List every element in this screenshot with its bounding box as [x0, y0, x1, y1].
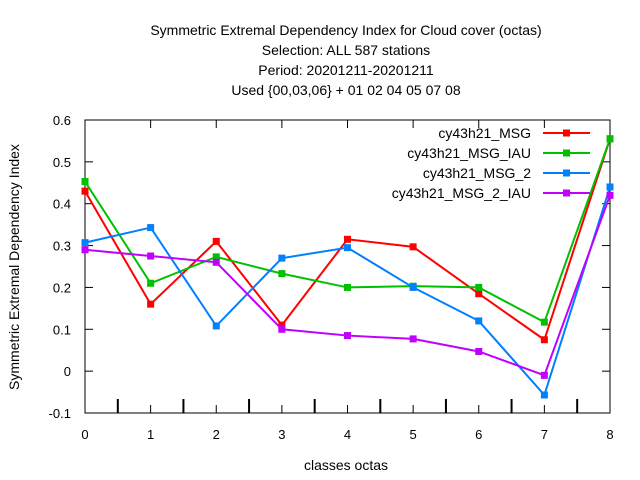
- series-line: [84, 138, 611, 324]
- data-point: [540, 318, 548, 326]
- plot-area-frame: [84, 119, 611, 414]
- y-tick-label: 0.1: [53, 322, 71, 337]
- data-point: [475, 347, 483, 355]
- x-tick-label: 0: [81, 427, 88, 442]
- data-point: [344, 244, 351, 252]
- legend: cy43h21_MSG cy43h21_MSG_IAU cy43h21_MSG_2c…: [392, 125, 590, 201]
- data-point: [212, 322, 220, 330]
- y-tick-label: 0.2: [53, 280, 71, 295]
- y-tick-label: 0: [64, 364, 71, 379]
- y-tick-label: 0.5: [53, 155, 71, 170]
- legend-label: cy43h21_MSG_IAU: [407, 145, 531, 161]
- data-point: [278, 321, 286, 329]
- x-tick-label: 8: [606, 427, 613, 442]
- y-tick-label: -0.1: [49, 406, 71, 421]
- data-point: [212, 258, 220, 266]
- x-tick-label: 2: [213, 427, 220, 442]
- x-tick-label: 5: [410, 427, 417, 442]
- legend-marker: [563, 189, 570, 197]
- data-point: [475, 290, 483, 298]
- y-tick-label: 0.6: [53, 113, 71, 128]
- data-point: [81, 187, 89, 195]
- data-point: [278, 254, 286, 262]
- legend-label: cy43h21_MSG_2: [423, 165, 531, 181]
- series-cy43h21_MSG_2_IAU: [81, 191, 614, 379]
- y-tick-label: 0.4: [53, 197, 71, 212]
- title-line: Used {00,03,06} + 01 02 04 05 07 08: [231, 82, 460, 98]
- x-tick-label: 6: [475, 427, 482, 442]
- legend-marker: [563, 129, 570, 137]
- y-axis-label: Symmetric Extremal Dependency Index: [6, 144, 22, 390]
- data-point: [212, 237, 220, 245]
- legend-marker: [563, 149, 570, 157]
- data-point: [540, 391, 548, 399]
- series-cy43h21_MSG_2: [81, 183, 614, 399]
- data-point: [606, 135, 614, 143]
- y-tick-label: 0.3: [53, 239, 71, 254]
- x-axis: 0 1 2 3 4 5 6 7 8: [81, 120, 614, 442]
- data-point: [147, 300, 155, 308]
- y-axis: -0.1 0 0.1 0.2 0.3 0.4 0.5 0.6: [49, 113, 610, 421]
- legend-label: cy43h21_MSG_2_IAU: [392, 185, 531, 201]
- data-point: [147, 252, 155, 260]
- x-tick-label: 1: [147, 427, 154, 442]
- data-point: [344, 332, 351, 340]
- data-point: [540, 336, 548, 344]
- title-line: Selection: ALL 587 stations: [262, 42, 430, 58]
- data-point: [147, 279, 155, 287]
- data-point: [212, 253, 220, 261]
- data-point: [606, 183, 614, 191]
- data-point: [344, 283, 351, 291]
- data-point: [475, 283, 483, 291]
- title-line: Period: 20201211-20201211: [258, 62, 434, 78]
- data-point: [344, 235, 351, 243]
- series-cy43h21_MSG: [81, 135, 614, 344]
- x-tick-label: 3: [278, 427, 285, 442]
- series-layer: [81, 135, 614, 399]
- data-point: [475, 317, 483, 325]
- legend-entry: cy43h21_MSG: [438, 125, 590, 141]
- series-cy43h21_MSG_IAU: [81, 135, 614, 326]
- legend-label: cy43h21_MSG: [438, 125, 531, 141]
- data-point: [409, 283, 417, 291]
- legend-entry: cy43h21_MSG_IAU: [407, 145, 590, 161]
- title-line: Symmetric Extremal Dependency Index for …: [150, 22, 541, 38]
- legend-marker: [563, 169, 570, 177]
- x-axis-label: classes octas: [304, 457, 388, 473]
- data-point: [409, 335, 417, 343]
- data-point: [81, 178, 89, 186]
- data-point: [278, 325, 286, 333]
- data-point: [409, 243, 417, 251]
- x-tick-label: 7: [541, 427, 548, 442]
- data-point: [540, 371, 548, 379]
- legend-entry: cy43h21_MSG_2: [423, 165, 590, 181]
- data-point: [81, 246, 89, 254]
- data-point: [147, 224, 155, 232]
- x-tick-label: 4: [344, 427, 351, 442]
- data-point: [606, 191, 614, 199]
- legend-entry: cy43h21_MSG_2_IAU: [392, 185, 590, 201]
- data-point: [81, 239, 89, 247]
- chart-title: Symmetric Extremal Dependency Index for …: [150, 22, 541, 98]
- data-point: [278, 270, 286, 278]
